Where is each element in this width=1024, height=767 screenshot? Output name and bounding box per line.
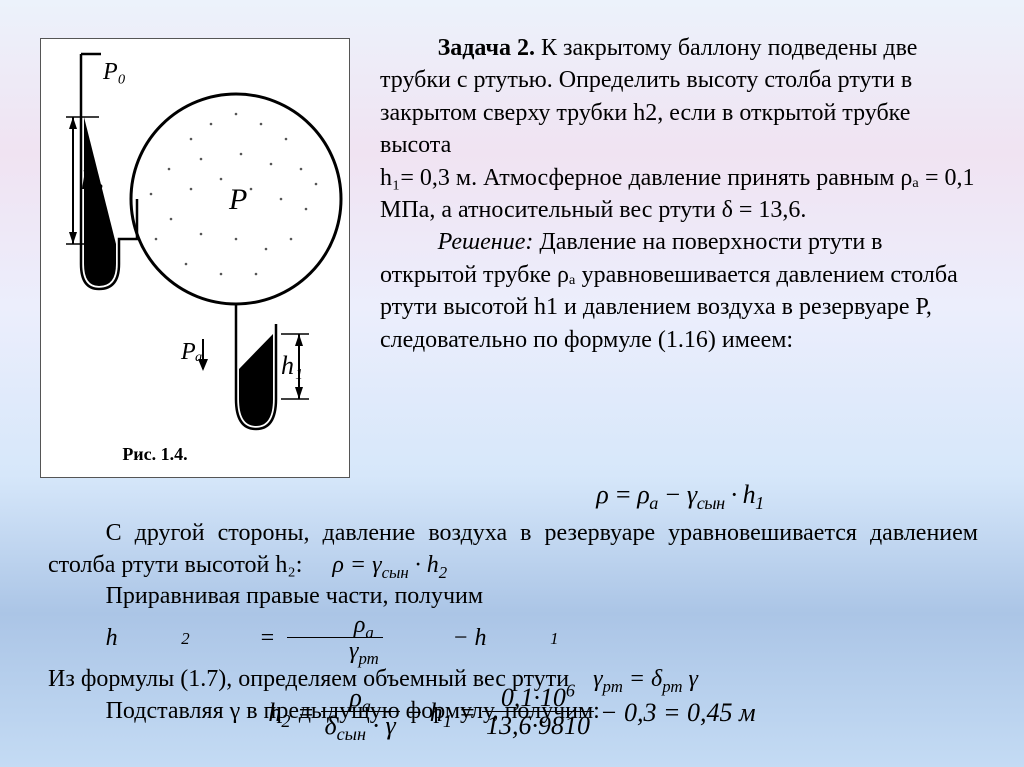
problem-text: Задача 2. К закрытому баллону подведены … [380, 32, 980, 356]
figure-box: P₀ h₂ P Pₐ h₁ [40, 38, 350, 478]
svg-text:P: P [228, 183, 247, 216]
svg-text:h₂: h₂ [81, 166, 103, 195]
final-formula: h2 = ρaδсын · γ − h1 = 0,1·10613,6·9810 … [0, 685, 1024, 741]
svg-text:P₀: P₀ [102, 59, 126, 85]
svg-text:h₁: h₁ [281, 351, 303, 380]
formula-inline-2: ρ = γсын · h2 [332, 552, 447, 578]
problem-title: Задача 2. [438, 35, 535, 61]
page: P₀ h₂ P Pₐ h₁ Рис. 1.4. Задача 2. К закр… [0, 0, 1024, 767]
para2a: С другой стороны, давление воздуха в рез… [48, 520, 978, 578]
figure-caption: Рис. 1.4. [0, 444, 310, 465]
formula-3: h2 = ρaγрт − h1 [48, 613, 559, 664]
svg-text:Pₐ: Pₐ [180, 339, 203, 365]
problem-body2: h₁= 0,3 м. Атмосферное давление принять … [380, 162, 980, 227]
para3: Приравнивая правые части, получим [106, 583, 483, 609]
formula-1: ρ = ρa − γсын · h1 [380, 480, 980, 510]
solution-label: Решение: [438, 229, 534, 255]
physics-diagram: P₀ h₂ P Pₐ h₁ [41, 39, 349, 477]
